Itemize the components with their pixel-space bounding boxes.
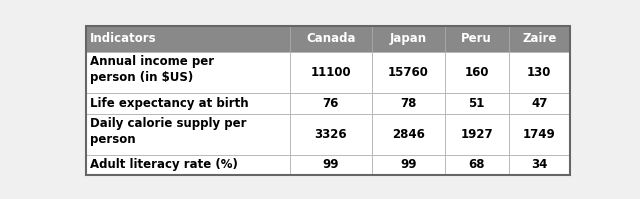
Text: 99: 99	[323, 158, 339, 172]
Bar	[509, 114, 570, 155]
Text: 160: 160	[465, 66, 489, 79]
Bar	[445, 114, 509, 155]
Bar	[86, 114, 289, 155]
Bar	[509, 93, 570, 114]
Bar	[289, 114, 372, 155]
Text: Daily calorie supply per
person: Daily calorie supply per person	[90, 117, 246, 146]
Bar	[509, 52, 570, 93]
Text: 76: 76	[323, 97, 339, 110]
Text: Indicators: Indicators	[90, 32, 157, 45]
Bar	[445, 26, 509, 52]
Bar	[509, 26, 570, 52]
Text: 1927: 1927	[460, 128, 493, 141]
Text: 47: 47	[531, 97, 548, 110]
Text: 3326: 3326	[314, 128, 347, 141]
Bar	[445, 155, 509, 175]
Text: Zaire: Zaire	[522, 32, 557, 45]
Text: 34: 34	[531, 158, 548, 172]
Text: Adult literacy rate (%): Adult literacy rate (%)	[90, 158, 238, 172]
Bar	[289, 93, 372, 114]
Text: 68: 68	[468, 158, 485, 172]
Bar	[372, 155, 445, 175]
Bar	[86, 26, 289, 52]
Bar	[372, 114, 445, 155]
Bar	[289, 155, 372, 175]
Bar	[289, 26, 372, 52]
Bar	[86, 155, 289, 175]
Text: 1749: 1749	[523, 128, 556, 141]
Bar	[445, 52, 509, 93]
Bar	[86, 93, 289, 114]
Text: 78: 78	[400, 97, 417, 110]
Bar	[372, 52, 445, 93]
Text: Japan: Japan	[390, 32, 427, 45]
Text: 2846: 2846	[392, 128, 425, 141]
Text: Peru: Peru	[461, 32, 492, 45]
Bar	[372, 93, 445, 114]
Text: Life expectancy at birth: Life expectancy at birth	[90, 97, 248, 110]
Text: 99: 99	[400, 158, 417, 172]
Bar	[372, 26, 445, 52]
Text: Canada: Canada	[306, 32, 356, 45]
Text: 51: 51	[468, 97, 485, 110]
Bar	[86, 52, 289, 93]
Bar	[445, 93, 509, 114]
Text: 130: 130	[527, 66, 552, 79]
Text: Annual income per
person (in $US): Annual income per person (in $US)	[90, 55, 214, 84]
Bar	[289, 52, 372, 93]
Text: 15760: 15760	[388, 66, 429, 79]
Bar	[509, 155, 570, 175]
Text: 11100: 11100	[310, 66, 351, 79]
